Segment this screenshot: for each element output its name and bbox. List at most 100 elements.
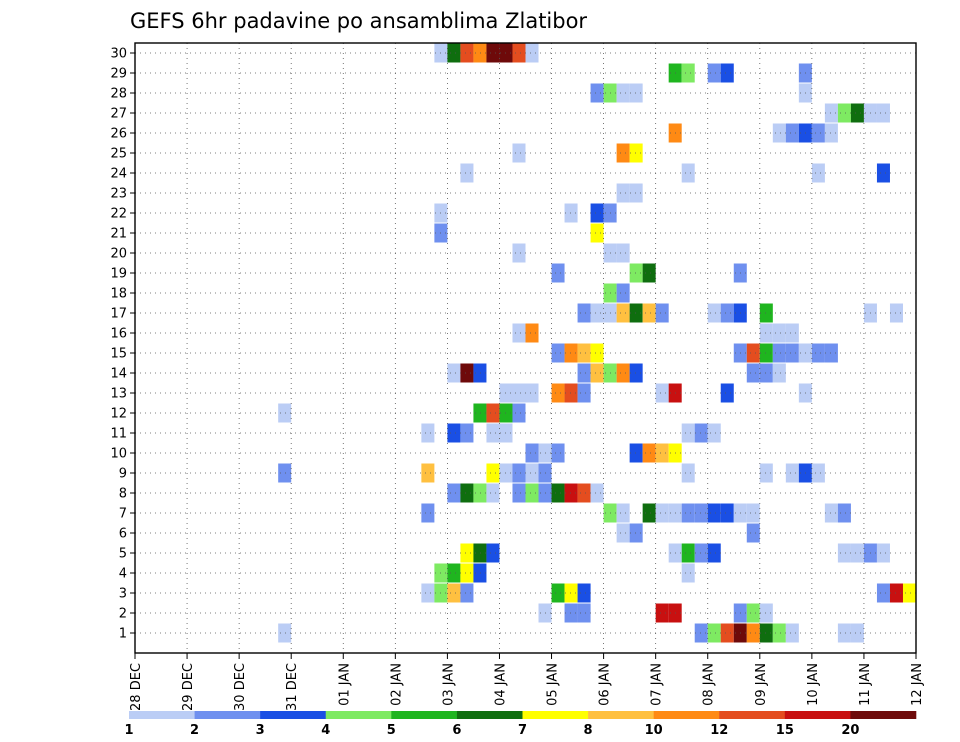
precip-cell bbox=[551, 383, 565, 403]
precip-cell bbox=[512, 243, 526, 263]
precip-cell bbox=[577, 363, 591, 383]
precip-cell bbox=[616, 303, 630, 323]
colorbar-tick-label: 4 bbox=[321, 723, 330, 738]
y-tick-label: 22 bbox=[110, 207, 127, 222]
precip-cell bbox=[694, 423, 708, 443]
precip-cell bbox=[889, 303, 903, 323]
x-tick-label: 29 DEC bbox=[181, 663, 196, 711]
precip-cell bbox=[616, 183, 630, 203]
y-tick-label: 1 bbox=[119, 627, 127, 642]
precip-cell bbox=[746, 363, 760, 383]
y-tick-label: 27 bbox=[110, 107, 127, 122]
y-tick-label: 19 bbox=[110, 267, 127, 282]
precip-cell bbox=[759, 623, 773, 643]
precip-cell bbox=[447, 423, 461, 443]
colorbar-swatch bbox=[784, 711, 851, 719]
colorbar-swatch bbox=[850, 711, 917, 719]
precip-cell bbox=[746, 503, 760, 523]
precip-cell bbox=[681, 163, 695, 183]
precip-cell bbox=[707, 503, 721, 523]
precip-cell bbox=[811, 123, 825, 143]
precip-cell bbox=[837, 103, 851, 123]
precip-cell bbox=[720, 63, 734, 83]
precip-cell bbox=[525, 463, 539, 483]
precip-cell bbox=[616, 523, 630, 543]
precip-cell bbox=[525, 443, 539, 463]
precip-cell bbox=[772, 623, 786, 643]
precip-cell bbox=[512, 43, 526, 63]
precip-cell bbox=[564, 383, 578, 403]
precip-cell bbox=[876, 163, 890, 183]
precip-cell bbox=[447, 483, 461, 503]
precip-cell bbox=[473, 563, 487, 583]
precip-cell bbox=[278, 623, 292, 643]
precip-cell bbox=[785, 343, 799, 363]
precip-cell bbox=[629, 143, 643, 163]
precip-cell bbox=[577, 603, 591, 623]
precip-cell bbox=[421, 503, 435, 523]
y-tick-label: 15 bbox=[110, 347, 127, 362]
y-tick-label: 5 bbox=[119, 547, 127, 562]
y-tick-label: 25 bbox=[110, 147, 127, 162]
y-tick-label: 7 bbox=[119, 507, 127, 522]
colorbar: 1 2 3 4 5 6 7 8 10 12 15 20 bbox=[124, 711, 917, 738]
precip-cell bbox=[655, 443, 669, 463]
plot-cells bbox=[278, 43, 916, 643]
x-tick-label: 30 DEC bbox=[233, 663, 248, 711]
y-tick-label: 6 bbox=[119, 527, 127, 542]
y-tick-label: 4 bbox=[119, 567, 127, 582]
precip-cell bbox=[512, 143, 526, 163]
colorbar-tick-label: 8 bbox=[584, 723, 593, 738]
y-tick-label: 16 bbox=[110, 327, 127, 342]
precip-cell bbox=[421, 463, 435, 483]
precip-cell bbox=[681, 543, 695, 563]
precip-cell bbox=[655, 603, 669, 623]
precip-cell bbox=[629, 263, 643, 283]
precip-cell bbox=[616, 283, 630, 303]
precip-cell bbox=[811, 343, 825, 363]
precip-cell bbox=[590, 303, 604, 323]
precip-cell bbox=[447, 363, 461, 383]
precip-cell bbox=[642, 303, 656, 323]
precip-cell bbox=[824, 503, 838, 523]
x-tick-label: 12 JAN bbox=[910, 663, 925, 706]
precip-cell bbox=[460, 423, 474, 443]
precip-cell bbox=[694, 503, 708, 523]
colorbar-swatch bbox=[194, 711, 261, 719]
precip-cell bbox=[564, 583, 578, 603]
precip-cell bbox=[772, 343, 786, 363]
precip-cell bbox=[681, 63, 695, 83]
precip-cell bbox=[616, 143, 630, 163]
precip-cell bbox=[577, 343, 591, 363]
precip-cell bbox=[421, 423, 435, 443]
precip-cell bbox=[486, 543, 500, 563]
precip-cell bbox=[629, 363, 643, 383]
precip-cell bbox=[681, 423, 695, 443]
precip-cell bbox=[837, 623, 851, 643]
precip-cell bbox=[876, 583, 890, 603]
precip-cell bbox=[642, 443, 656, 463]
precip-cell bbox=[785, 323, 799, 343]
precip-cell bbox=[486, 483, 500, 503]
x-tick-label: 05 JAN bbox=[546, 663, 561, 706]
precip-cell bbox=[811, 463, 825, 483]
x-tick-label: 10 JAN bbox=[806, 663, 821, 706]
precip-cell bbox=[720, 503, 734, 523]
y-tick-label: 2 bbox=[119, 607, 127, 622]
colorbar-tick-label: 5 bbox=[387, 723, 396, 738]
precip-cell bbox=[512, 383, 526, 403]
precip-cell bbox=[564, 203, 578, 223]
precip-cell bbox=[564, 343, 578, 363]
x-tick-label: 03 JAN bbox=[441, 663, 456, 706]
precip-cell bbox=[824, 343, 838, 363]
x-tick-label: 11 JAN bbox=[858, 663, 873, 706]
x-tick-label: 08 JAN bbox=[702, 663, 717, 706]
precip-cell bbox=[447, 583, 461, 603]
colorbar-tick-label: 15 bbox=[776, 723, 794, 738]
precip-cell bbox=[759, 463, 773, 483]
x-tick-label: 01 JAN bbox=[337, 663, 352, 706]
precip-cell bbox=[525, 383, 539, 403]
precip-cell bbox=[707, 63, 721, 83]
precip-cell bbox=[590, 343, 604, 363]
precip-cell bbox=[746, 603, 760, 623]
